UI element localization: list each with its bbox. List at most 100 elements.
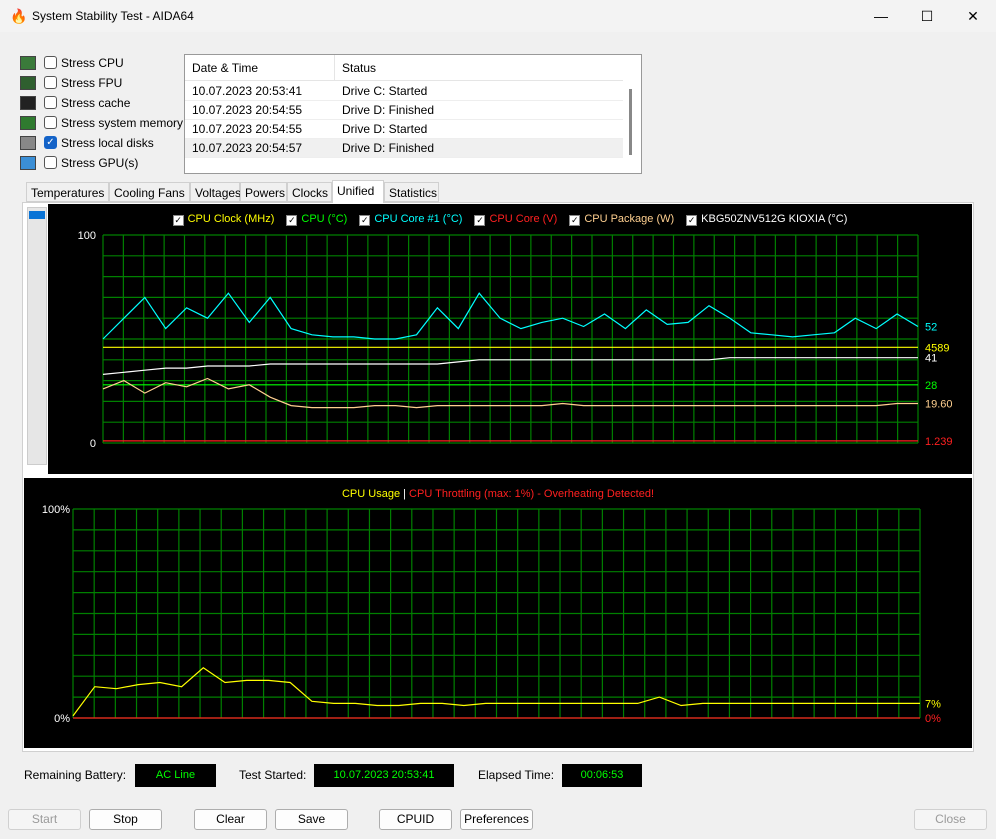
memory-icon — [20, 116, 36, 130]
series-current-value: 41 — [925, 353, 937, 365]
legend-label: CPU (°C) — [301, 213, 348, 225]
stress-checkbox[interactable] — [44, 56, 57, 69]
start-button[interactable]: Start — [8, 809, 81, 830]
series-current-value: 7% — [925, 698, 941, 710]
log-row[interactable]: 10.07.2023 20:54:57 Drive D: Finished — [185, 139, 623, 158]
column-header-status[interactable]: Status — [335, 55, 623, 81]
battery-value: AC Line — [135, 764, 216, 787]
series-current-value: 28 — [925, 380, 937, 392]
series-current-value: 0% — [925, 713, 941, 725]
cache-icon — [20, 96, 36, 110]
stress-checkbox[interactable]: ✓ — [44, 136, 57, 149]
title-bar: 🔥 System Stability Test - AIDA64 — ☐ ✕ — [0, 0, 996, 32]
log-date: 10.07.2023 20:53:41 — [192, 84, 303, 98]
log-status: Drive D: Finished — [342, 103, 435, 117]
series-line — [102, 377, 918, 409]
stress-checkbox[interactable] — [44, 116, 57, 129]
y-axis-bottom-label: 0% — [54, 713, 70, 725]
log-row[interactable]: 10.07.2023 20:54:55 Drive D: Started — [185, 120, 623, 139]
tab-temperatures[interactable]: Temperatures — [26, 182, 109, 202]
legend-label: CPU Clock (MHz) — [187, 213, 275, 225]
y-axis-top-label: 100 — [78, 230, 96, 242]
legend-item[interactable]: ✓ CPU Clock (MHz) — [172, 213, 275, 226]
cpuid-button[interactable]: CPUID — [379, 809, 452, 830]
stress-option-label: Stress CPU — [61, 56, 124, 70]
close-button[interactable]: Close — [914, 809, 987, 830]
log-status: Drive C: Started — [342, 84, 428, 98]
legend-checkbox[interactable]: ✓ — [359, 215, 371, 226]
y-axis-bottom-label: 0 — [90, 438, 96, 450]
legend-checkbox[interactable]: ✓ — [569, 215, 581, 226]
fpu-icon — [20, 76, 36, 90]
gpu-icon — [20, 156, 36, 170]
close-window-button[interactable]: ✕ — [967, 8, 979, 24]
stress-checkbox[interactable] — [44, 76, 57, 89]
scroll-thumb[interactable] — [29, 211, 45, 219]
log-row[interactable]: 10.07.2023 20:53:41 Drive C: Started — [185, 82, 623, 101]
log-date: 10.07.2023 20:54:55 — [192, 122, 303, 136]
test-started-label: Test Started: — [239, 768, 307, 782]
elapsed-time-label: Elapsed Time: — [478, 768, 555, 782]
save-button[interactable]: Save — [275, 809, 348, 830]
column-header-date[interactable]: Date & Time — [185, 55, 335, 81]
window-title: System Stability Test - AIDA64 — [32, 9, 194, 23]
disk-icon — [20, 136, 36, 150]
cpu-usage-chart: CPU Usage | CPU Throttling (max: 1%) - O… — [24, 478, 972, 748]
cpu-usage-title: CPU Usage — [341, 488, 401, 500]
log-date: 10.07.2023 20:54:57 — [192, 141, 303, 155]
clear-button[interactable]: Clear — [194, 809, 267, 830]
legend-checkbox[interactable]: ✓ — [286, 215, 298, 226]
cpu-throttling-title: CPU Throttling (max: 1%) - Overheating D… — [409, 488, 654, 500]
tab-clocks[interactable]: Clocks — [287, 182, 332, 202]
elapsed-time-value: 00:06:53 — [562, 764, 642, 787]
battery-label: Remaining Battery: — [24, 768, 127, 782]
graph-selector-scrollbar[interactable] — [27, 207, 47, 465]
tab-voltages[interactable]: Voltages — [190, 182, 241, 202]
log-date: 10.07.2023 20:54:55 — [192, 103, 303, 117]
legend-checkbox[interactable]: ✓ — [686, 215, 698, 226]
legend-label: CPU Core #1 (°C) — [374, 213, 463, 225]
stress-checkbox[interactable] — [44, 156, 57, 169]
legend-checkbox[interactable]: ✓ — [172, 215, 184, 226]
cpu-icon — [20, 56, 36, 70]
event-log: Date & Time Status 10.07.2023 20:53:41 D… — [184, 54, 642, 174]
legend-item[interactable]: ✓ CPU Core (V) — [474, 213, 558, 226]
legend-label: CPU Package (W) — [584, 213, 675, 225]
series-current-value: 1.239 — [925, 436, 953, 448]
legend-item[interactable]: ✓ CPU (°C) — [286, 213, 348, 226]
series-current-value: 52 — [925, 322, 937, 334]
series-current-value: 4589 — [925, 342, 949, 354]
stress-option-label: Stress GPU(s) — [61, 156, 139, 170]
stress-option-label: Stress FPU — [61, 76, 123, 90]
log-scrollbar[interactable] — [629, 89, 632, 155]
unified-chart: ✓ CPU Clock (MHz) ✓ CPU (°C) ✓ CPU Core #1 (°… — [48, 204, 972, 474]
legend-label: CPU Core (V) — [489, 213, 558, 225]
log-status: Drive D: Finished — [342, 141, 435, 155]
maximize-button[interactable]: ☐ — [920, 8, 934, 24]
stress-option-label: Stress cache — [61, 96, 131, 110]
tab-powers[interactable]: Powers — [240, 182, 287, 202]
stress-option-label: Stress system memory — [61, 116, 184, 130]
legend-item[interactable]: ✓ KBG50ZNV512G KIOXIA (°C) — [686, 213, 848, 226]
series-line — [72, 667, 920, 717]
tab-unified[interactable]: Unified — [332, 180, 384, 203]
legend-label: KBG50ZNV512G KIOXIA (°C) — [701, 213, 848, 225]
stress-option-label: Stress local disks — [61, 136, 154, 150]
y-axis-top-label: 100% — [42, 504, 70, 516]
series-line — [102, 292, 919, 340]
tab-cooling-fans[interactable]: Cooling Fans — [109, 182, 190, 202]
legend-checkbox[interactable]: ✓ — [474, 215, 486, 226]
tab-statistics[interactable]: Statistics — [384, 182, 439, 202]
stress-checkbox[interactable] — [44, 96, 57, 109]
minimize-button[interactable]: — — [874, 8, 888, 24]
legend-item[interactable]: ✓ CPU Core #1 (°C) — [359, 213, 463, 226]
aida64-flame-icon: 🔥 — [10, 8, 28, 24]
legend-item[interactable]: ✓ CPU Package (W) — [569, 213, 675, 226]
log-row[interactable]: 10.07.2023 20:54:55 Drive D: Finished — [185, 101, 623, 120]
series-current-value: 19.60 — [925, 398, 953, 410]
title-separator: | — [403, 488, 406, 500]
stop-button[interactable]: Stop — [89, 809, 162, 830]
preferences-button[interactable]: Preferences — [460, 809, 533, 830]
test-started-value: 10.07.2023 20:53:41 — [314, 764, 454, 787]
series-line — [102, 357, 918, 375]
